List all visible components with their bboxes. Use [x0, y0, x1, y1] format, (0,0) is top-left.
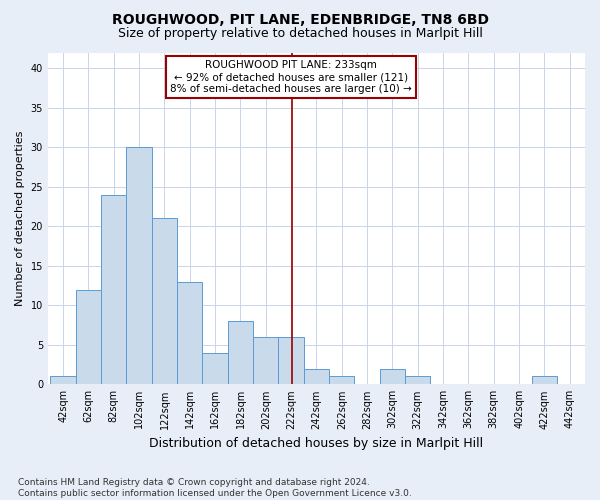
- Bar: [202, 352, 228, 384]
- Bar: [127, 148, 152, 384]
- Text: ROUGHWOOD, PIT LANE, EDENBRIDGE, TN8 6BD: ROUGHWOOD, PIT LANE, EDENBRIDGE, TN8 6BD: [112, 12, 488, 26]
- X-axis label: Distribution of detached houses by size in Marlpit Hill: Distribution of detached houses by size …: [149, 437, 484, 450]
- Bar: [380, 368, 405, 384]
- Bar: [304, 368, 329, 384]
- Bar: [532, 376, 557, 384]
- Bar: [101, 194, 127, 384]
- Bar: [152, 218, 177, 384]
- Y-axis label: Number of detached properties: Number of detached properties: [15, 130, 25, 306]
- Bar: [253, 337, 278, 384]
- Text: Size of property relative to detached houses in Marlpit Hill: Size of property relative to detached ho…: [118, 28, 482, 40]
- Text: ROUGHWOOD PIT LANE: 233sqm
← 92% of detached houses are smaller (121)
8% of semi: ROUGHWOOD PIT LANE: 233sqm ← 92% of deta…: [170, 60, 412, 94]
- Bar: [278, 337, 304, 384]
- Text: Contains HM Land Registry data © Crown copyright and database right 2024.
Contai: Contains HM Land Registry data © Crown c…: [18, 478, 412, 498]
- Bar: [329, 376, 355, 384]
- Bar: [50, 376, 76, 384]
- Bar: [228, 321, 253, 384]
- Bar: [177, 282, 202, 385]
- Bar: [76, 290, 101, 384]
- Bar: [405, 376, 430, 384]
